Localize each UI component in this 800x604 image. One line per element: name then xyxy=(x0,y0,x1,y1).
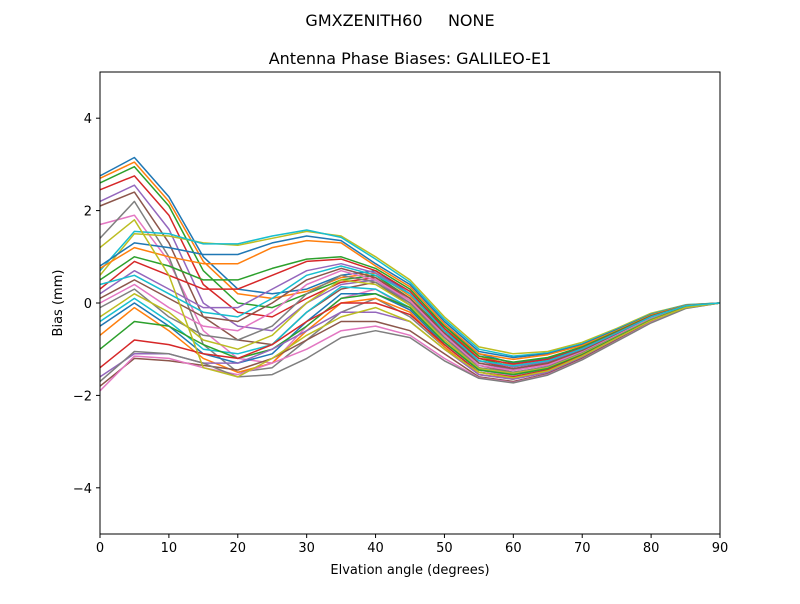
y-tick-label: 0 xyxy=(84,297,92,312)
series-line-12 xyxy=(99,239,721,361)
x-tick-label: 60 xyxy=(505,541,522,556)
series-line-29 xyxy=(99,219,721,379)
x-tick-label: 40 xyxy=(367,541,384,556)
x-tick-label: 0 xyxy=(96,541,104,556)
x-axis-label: Elvation angle (degrees) xyxy=(330,563,489,578)
series-line-28 xyxy=(99,302,721,384)
series-line-23 xyxy=(99,293,721,376)
series-line-13 xyxy=(99,256,721,363)
y-tick-label: −4 xyxy=(73,482,92,497)
figure-suptitle: GMXZENITH60 NONE xyxy=(305,11,494,30)
x-tick-label: 80 xyxy=(643,541,660,556)
series-line-17 xyxy=(99,269,721,372)
y-axis-label: Bias (mm) xyxy=(51,270,66,337)
series-line-30 xyxy=(99,265,721,367)
x-tick-label: 70 xyxy=(574,541,591,556)
y-tick-label: 4 xyxy=(84,112,92,127)
y-tick-label: 2 xyxy=(84,205,92,220)
x-tick-label: 30 xyxy=(298,541,315,556)
x-tick-label: 90 xyxy=(712,541,729,556)
series-layer xyxy=(99,156,721,392)
x-axis-ticks: 0 10 20 30 40 50 60 70 80 90 xyxy=(96,534,728,556)
series-line-9 xyxy=(99,230,721,355)
x-tick-label: 10 xyxy=(161,541,178,556)
series-line-26 xyxy=(99,302,721,387)
series-line-16 xyxy=(99,267,721,370)
chart-title: Antenna Phase Biases: GALILEO-E1 xyxy=(269,49,552,68)
y-tick-label: −2 xyxy=(73,389,92,404)
y-axis-ticks: −4 −2 0 2 4 xyxy=(73,112,100,497)
x-tick-label: 20 xyxy=(230,541,247,556)
series-line-11 xyxy=(99,235,721,359)
x-tick-label: 50 xyxy=(436,541,453,556)
plot-area xyxy=(99,71,721,535)
